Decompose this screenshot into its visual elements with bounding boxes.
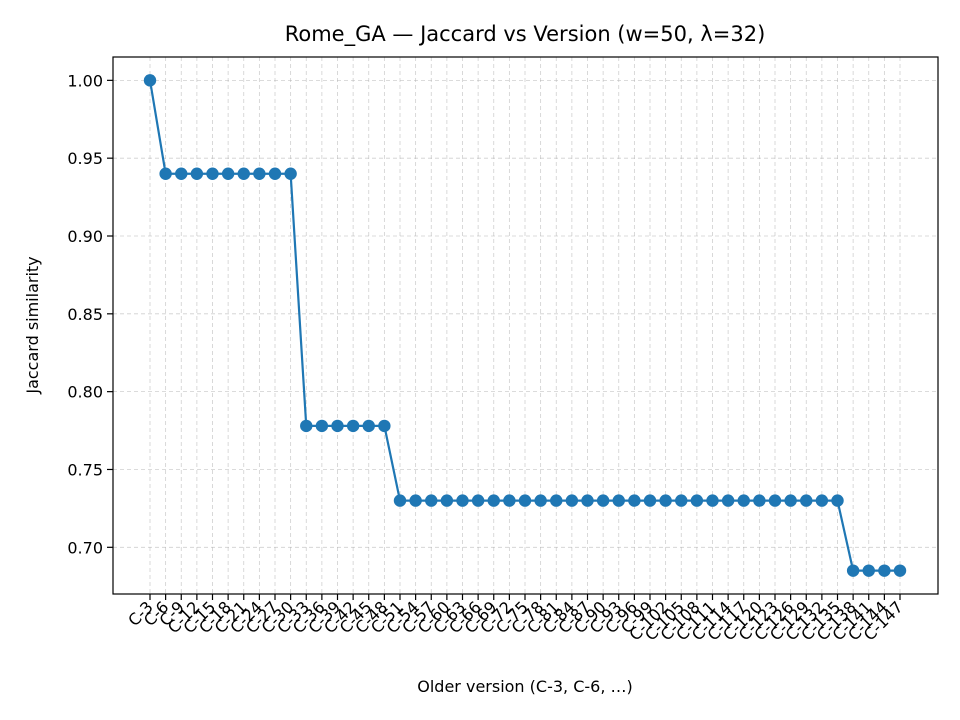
data-point [784,494,797,507]
data-point [690,494,704,507]
data-point [362,419,375,433]
y-tick-label: 0.80 [67,383,103,402]
y-tick-label: 0.85 [67,305,103,324]
y-tick-label: 0.90 [67,227,103,246]
data-point [768,494,782,507]
data-point [300,419,313,433]
data-point [862,564,875,577]
y-tick-label: 0.75 [67,460,103,479]
data-point [440,494,454,507]
y-tick-label: 0.70 [67,538,103,557]
data-point [284,167,297,180]
data-point [831,494,844,507]
data-point [675,494,688,507]
data-point [159,167,172,180]
data-point [721,494,735,507]
data-point [268,167,282,180]
data-point [815,494,829,507]
data-point [471,494,485,507]
data-point [534,494,547,507]
series-markers [143,74,907,577]
data-point [550,494,563,507]
data-point [487,494,500,507]
data-point [846,564,860,577]
data-point [175,167,188,180]
data-point [456,494,469,507]
data-point [628,494,641,507]
y-tick-label: 1.00 [67,71,103,90]
data-point [143,74,157,87]
data-point [393,494,407,507]
data-point [206,167,219,180]
grid-lines [113,57,938,594]
data-point [518,494,532,507]
data-point [503,494,516,507]
data-point [409,494,422,507]
data-point [706,494,719,507]
x-axis-ticks: C-3C-6C-9C-12C-15C-18C-21C-24C-27C-30C-3… [124,594,907,644]
y-axis-label: Jaccard similarity [23,256,42,394]
data-point [878,564,891,577]
y-axis-ticks: 0.70 0.75 0.80 0.85 0.90 0.95 1.00 [67,71,113,557]
data-point [237,167,250,180]
data-point [253,167,266,180]
y-tick-label: 0.95 [67,149,103,168]
data-point [346,419,360,433]
data-point [612,494,625,507]
data-point [221,167,235,180]
x-axis-label: Older version (C-3, C-6, …) [417,677,632,696]
chart-title: Rome_GA — Jaccard vs Version (w=50, λ=32… [285,22,766,47]
data-point [315,419,329,433]
data-point [659,494,672,507]
data-point [378,419,391,433]
data-point [737,494,750,507]
data-point [331,419,344,433]
data-point [643,494,657,507]
data-point [190,167,204,180]
plot-frame [112,56,939,595]
data-point [596,494,610,507]
data-point [893,564,907,577]
data-point [565,494,579,507]
data-point [581,494,594,507]
data-point [425,494,438,507]
data-point [800,494,813,507]
data-point [753,494,766,507]
